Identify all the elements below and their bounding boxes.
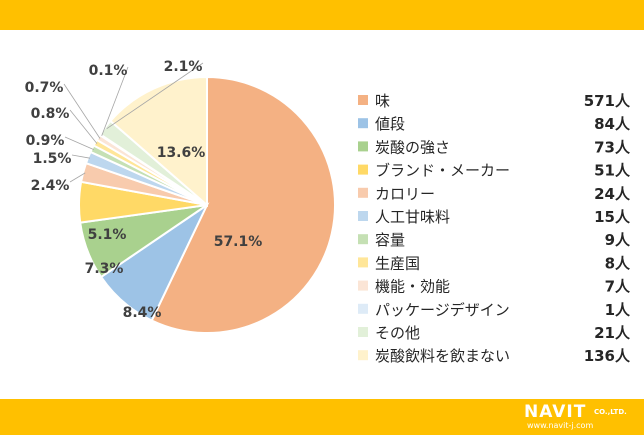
logo-url: www.navit-j.com bbox=[527, 421, 594, 430]
legend-swatch bbox=[358, 303, 368, 314]
pie-slice bbox=[150, 75, 336, 334]
legend-label: 値段 bbox=[375, 115, 405, 133]
legend-count: 15人 bbox=[594, 208, 631, 226]
top-banner bbox=[0, 0, 644, 30]
data-label: 8.4% bbox=[123, 305, 162, 321]
legend-swatch bbox=[358, 211, 368, 221]
pie-slice bbox=[109, 75, 208, 208]
legend-count: 136人 bbox=[584, 347, 631, 365]
bottom-banner bbox=[0, 399, 644, 435]
data-label: 57.1% bbox=[214, 234, 263, 250]
data-label: 0.8% bbox=[31, 106, 70, 122]
data-label: 13.6% bbox=[157, 145, 206, 161]
pie-chart: 57.1% 8.4% 7.3% 5.1% 2.4% 1.5% 0.9% 0.8% 0.7% 0.1… bbox=[25, 59, 631, 365]
data-label: 0.1% bbox=[89, 63, 128, 79]
legend-label: ブランド・メーカー bbox=[375, 162, 510, 180]
logo-company-suffix: CO.,LTD. bbox=[594, 408, 627, 416]
data-label: 2.4% bbox=[31, 178, 70, 194]
legend-label: 炭酸飲料を飲まない bbox=[375, 347, 510, 365]
data-label: 1.5% bbox=[33, 151, 72, 167]
leader-line bbox=[71, 154, 91, 159]
leader-line bbox=[63, 83, 101, 139]
legend-count: 73人 bbox=[594, 138, 631, 156]
legend-label: 容量 bbox=[375, 231, 405, 249]
leader-line bbox=[69, 172, 86, 183]
legend-count: 7人 bbox=[605, 278, 631, 296]
legend-count: 571人 bbox=[584, 92, 631, 110]
legend-label: 機能・効能 bbox=[375, 278, 450, 296]
legend-swatch bbox=[358, 257, 368, 268]
legend-swatch bbox=[358, 118, 368, 129]
legend-label: カロリー bbox=[375, 185, 435, 203]
leader-line bbox=[64, 136, 94, 150]
legend-swatch bbox=[358, 141, 368, 152]
legend-swatch bbox=[358, 280, 368, 291]
logo-text: NAVIT bbox=[524, 402, 587, 422]
legend-count: 84人 bbox=[594, 115, 631, 133]
leader-line bbox=[106, 62, 204, 130]
leader-line bbox=[69, 109, 98, 144]
legend-label: 人工甘味料 bbox=[375, 208, 450, 226]
data-label: 0.9% bbox=[26, 133, 65, 149]
legend-swatch bbox=[358, 187, 368, 198]
data-label: 2.1% bbox=[164, 59, 203, 75]
legend-count: 9人 bbox=[605, 231, 631, 249]
legend-swatch bbox=[358, 95, 368, 105]
data-label: 0.7% bbox=[25, 80, 64, 96]
legend-count: 8人 bbox=[605, 254, 631, 272]
legend-count: 24人 bbox=[594, 185, 631, 203]
legend-label: パッケージデザイン bbox=[375, 301, 510, 319]
legend-swatch bbox=[358, 164, 368, 175]
data-label: 5.1% bbox=[88, 227, 127, 243]
legend-count: 1人 bbox=[605, 301, 631, 319]
legend-count: 51人 bbox=[594, 162, 631, 180]
legend-swatch bbox=[358, 350, 368, 361]
legend-count: 21人 bbox=[594, 324, 631, 342]
data-label: 7.3% bbox=[85, 261, 124, 277]
company-logo: NAVIT CO.,LTD. www.navit-j.com bbox=[524, 403, 636, 431]
leader-line bbox=[101, 66, 129, 136]
legend-label: その他 bbox=[375, 324, 420, 342]
legend-label: 味 bbox=[375, 92, 390, 110]
legend-label: 生産国 bbox=[375, 254, 420, 272]
legend-swatch bbox=[358, 234, 368, 245]
legend-label: 炭酸の強さ bbox=[375, 138, 450, 156]
legend-swatch bbox=[358, 327, 368, 337]
